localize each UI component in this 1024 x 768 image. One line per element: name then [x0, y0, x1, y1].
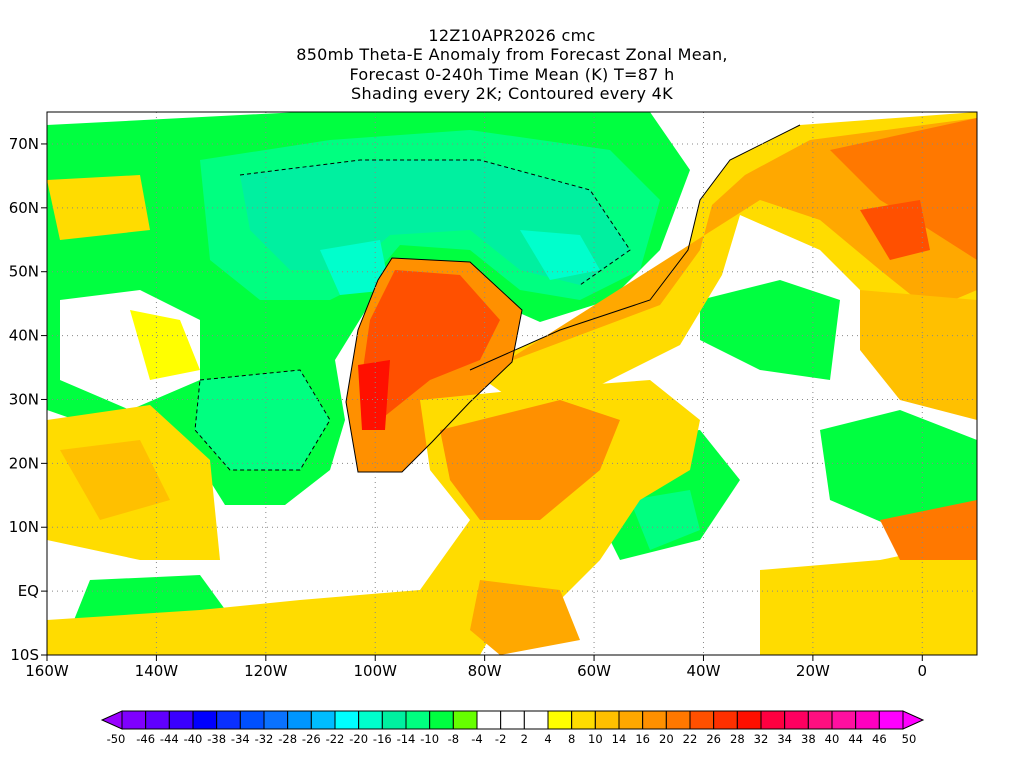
shaded-field [47, 112, 977, 655]
colorbar-swatch [713, 710, 738, 730]
colorbar-swatch [358, 710, 383, 730]
x-tick-label: 80W [468, 662, 502, 680]
colorbar-swatch [831, 710, 857, 730]
y-tick-label: 10S [10, 646, 39, 664]
colorbar-swatch [665, 710, 691, 730]
title-run: 12Z10APR2026 cmc [428, 26, 596, 45]
title-variable: 850mb Theta-E Anomaly from Forecast Zona… [296, 45, 728, 64]
y-tick-label: 30N [9, 390, 39, 408]
colorbar-swatch [500, 710, 525, 730]
colorbar-label: -22 [326, 732, 345, 746]
plot-frame [46, 111, 978, 656]
colorbar-label: -14 [397, 732, 416, 746]
x-tick-label: 40W [687, 662, 721, 680]
colorbar-under-arrow [100, 710, 123, 730]
colorbar-label: 44 [848, 732, 863, 746]
title-period: Forecast 0-240h Time Mean (K) T=87 h [349, 65, 675, 84]
y-tick-label: EQ [18, 582, 39, 600]
colorbar-label: -4 [471, 732, 482, 746]
contour-lines [194, 124, 801, 473]
colorbar-label: 40 [825, 732, 840, 746]
colorbar-swatch [547, 710, 573, 730]
colorbar-label: 10 [588, 732, 603, 746]
colorbar-swatch [855, 710, 880, 730]
colorbar-swatch [310, 710, 336, 730]
x-tick-label: 0 [918, 662, 928, 680]
colorbar-label: -16 [373, 732, 392, 746]
y-tick-label: 50N [9, 263, 39, 281]
colorbar-label: 20 [659, 732, 674, 746]
y-tick-label: 40N [9, 327, 39, 345]
y-tick-label: 60N [9, 199, 39, 217]
colorbar-swatch [571, 710, 596, 730]
x-tick-label: 100W [354, 662, 398, 680]
x-tick-label: 60W [577, 662, 611, 680]
colorbar-swatch [216, 710, 241, 730]
colorbar-label: 32 [754, 732, 769, 746]
colorbar-label: 26 [706, 732, 721, 746]
colorbar-label: 4 [544, 732, 551, 746]
colorbar-swatch [168, 710, 194, 730]
colorbar-label: 46 [872, 732, 887, 746]
colorbar-label: 22 [683, 732, 698, 746]
x-axis: 160W 140W 120W 100W 80W 60W 40W 20W 0 [25, 655, 927, 680]
colorbar-swatch [760, 710, 786, 730]
y-tick-label: 70N [9, 135, 39, 153]
colorbar-swatch [145, 710, 170, 730]
colorbar-label: -8 [448, 732, 459, 746]
colorbar-label: 16 [635, 732, 650, 746]
colorbar-swatch [287, 710, 312, 730]
colorbar-label: 28 [730, 732, 745, 746]
colorbar-swatch [594, 710, 620, 730]
colorbar-label: -20 [349, 732, 368, 746]
colorbar-swatch [263, 710, 289, 730]
colorbar-label: -40 [184, 732, 203, 746]
colorbar-label: -34 [231, 732, 250, 746]
y-axis: 10S EQ 10N 20N 30N 40N 50N 60N 70N [9, 135, 47, 664]
colorbar-swatch [239, 710, 265, 730]
colorbar-swatch [878, 710, 904, 730]
colorbar-label: -26 [302, 732, 321, 746]
x-tick-label: 120W [244, 662, 288, 680]
colorbar-swatch [476, 710, 502, 730]
colorbar-label: -38 [207, 732, 226, 746]
colorbar-label: -50 [107, 732, 126, 746]
colorbar-swatch [784, 710, 809, 730]
y-tick-label: 20N [9, 454, 39, 472]
colorbar-label: 8 [568, 732, 575, 746]
colorbar-label: -10 [420, 732, 439, 746]
colorbar-swatch [689, 710, 715, 730]
colorbar-swatch [523, 710, 549, 730]
colorbar-label: 34 [777, 732, 792, 746]
colorbar-label: -46 [136, 732, 155, 746]
graticule [46, 112, 977, 656]
x-tick-label: 140W [135, 662, 179, 680]
title-shading: Shading every 2K; Contoured every 4K [351, 84, 673, 103]
colorbar-swatch [618, 710, 644, 730]
x-tick-label: 20W [796, 662, 830, 680]
colorbar-swatch [121, 710, 147, 730]
colorbar-label: -2 [495, 732, 506, 746]
colorbar-swatch [429, 710, 454, 730]
colorbar-over-arrow [902, 710, 925, 730]
colorbar-label: -32 [255, 732, 274, 746]
colorbar-label: 50 [902, 732, 917, 746]
x-tick-label: 160W [25, 662, 69, 680]
colorbar: -50 -46 -44 -40 -38 -34 -32 -28 -26 -22 -20 -16 -14-… [100, 710, 925, 746]
colorbar-swatch [334, 710, 360, 730]
colorbar-swatch [192, 710, 218, 730]
colorbar-label: 2 [521, 732, 528, 746]
colorbar-swatch [736, 710, 762, 730]
colorbar-swatch [642, 710, 667, 730]
colorbar-swatch [452, 710, 478, 730]
colorbar-label: -44 [160, 732, 179, 746]
colorbar-swatch [381, 710, 407, 730]
colorbar-swatch [807, 710, 833, 730]
y-tick-label: 10N [9, 518, 39, 536]
colorbar-label: 38 [801, 732, 816, 746]
colorbar-label: -28 [278, 732, 297, 746]
colorbar-swatch [405, 710, 431, 730]
colorbar-label: 14 [612, 732, 627, 746]
